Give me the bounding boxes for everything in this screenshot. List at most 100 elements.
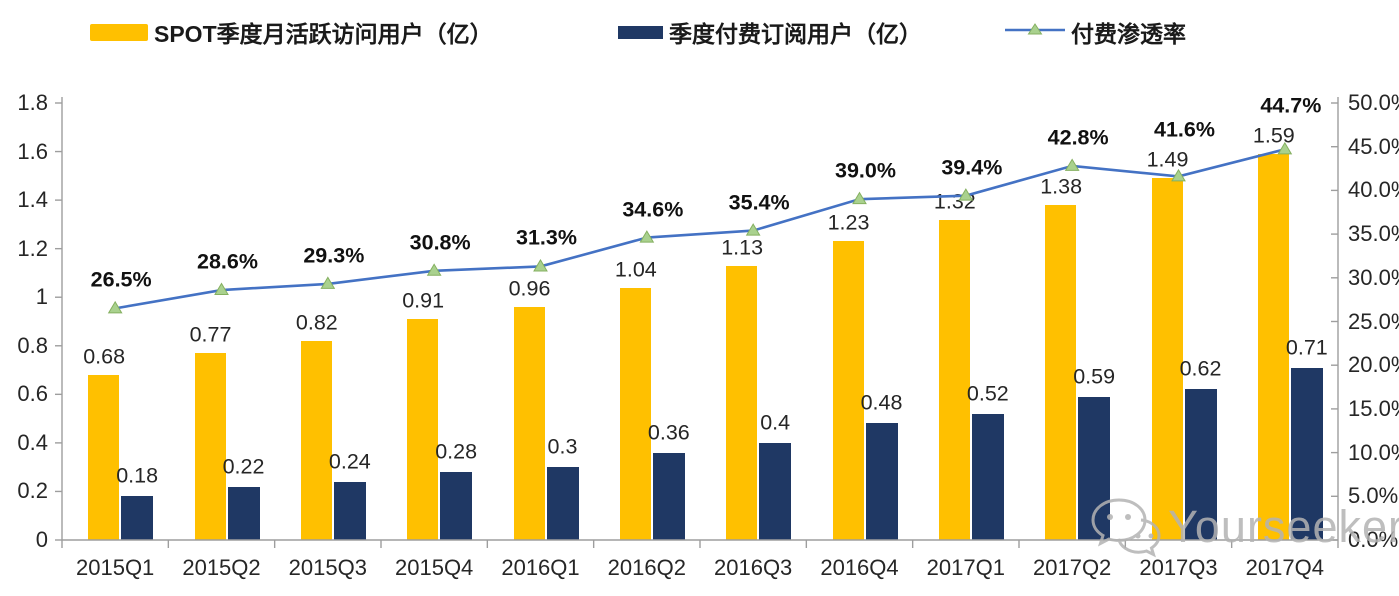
legend-label-mau: SPOT季度月活跃访问用户（亿） [154,21,493,47]
line-marker-triangle [852,191,867,205]
line-marker-triangle [1277,141,1293,155]
bar-label-mau: 0.68 [83,344,126,369]
bar-subscribers [652,452,685,540]
bar-label-mau: 1.59 [1252,123,1295,148]
y-axis-right-tick-label: 5.0% [1348,483,1399,509]
x-axis-category-label: 2016Q2 [607,555,686,580]
bar-subscribers [971,413,1004,540]
x-axis-category-label: 2017Q2 [1033,555,1112,580]
y-axis-right-tick-label: 50.0% [1348,90,1399,115]
y-axis-left-tick-label: 0 [35,527,48,552]
bar-subscribers [440,472,473,540]
bar-label-subscribers: 0.28 [435,439,478,464]
legend-item-mau: SPOT季度月活跃访问用户（亿） [90,14,493,50]
x-axis-category-label: 2015Q1 [76,555,155,580]
legend-item-subscribers: 季度付费订阅用户（亿） [618,14,922,50]
bar-subscribers [865,423,898,540]
bar-subscribers [1184,389,1217,540]
bar-label-mau: 1.38 [1040,174,1083,199]
bar-label-subscribers: 0.36 [647,420,690,445]
bar-label-mau: 0.82 [295,310,338,335]
y-axis-right-tick-label: 10.0% [1348,439,1399,465]
penetration-value-label: 29.3% [303,243,365,268]
line-marker-glyph [1005,22,1065,34]
x-axis-category-label: 2015Q3 [288,555,367,580]
y-axis-left-tick-label: 1 [35,284,48,310]
bar-label-mau: 1.04 [614,257,657,281]
bar-label-mau: 1.32 [933,189,976,214]
bar-mau [619,287,651,540]
y-axis-right-tick-label: 15.0% [1348,395,1399,421]
line-marker-triangle [107,300,123,314]
y-axis-right-tick-label: 20.0% [1348,352,1399,378]
x-axis-category-label: 2016Q3 [714,555,793,580]
line-marker-triangle [1064,158,1080,171]
penetration-value-label: 31.3% [516,225,577,250]
y-axis-right-tick-label: 35.0% [1348,221,1399,247]
bar-label-subscribers: 0.48 [860,390,903,415]
y-axis-right-tick-label: 45.0% [1348,133,1399,159]
bar-label-subscribers: 0.62 [1179,356,1222,381]
penetration-value-label: 26.5% [90,267,152,292]
x-axis-category-label: 2017Q1 [926,555,1005,580]
penetration-value-label: 30.8% [409,230,471,255]
x-axis-category-label: 2016Q1 [501,555,580,580]
y-axis-left-tick-label: 0.4 [17,429,48,455]
y-axis-right-tick-label: 25.0% [1348,308,1399,334]
y-axis-left-tick-label: 0.8 [17,332,48,358]
bar-subscribers [121,496,154,540]
bar-mau [513,306,545,540]
y-axis-right-tick-label: 40.0% [1348,177,1399,203]
x-axis-category-label: 2016Q4 [820,555,899,580]
bar-label-subscribers: 0.4 [760,410,791,435]
penetration-value-label: 34.6% [622,197,684,222]
bar-label-subscribers: 0.59 [1073,364,1116,389]
bar-label-mau: 0.77 [189,322,232,347]
x-axis-category-label: 2015Q2 [182,555,261,580]
bar-label-mau: 1.23 [827,210,870,235]
legend-label-penetration: 付费渗透率 [1071,21,1186,47]
bar-mau [832,241,864,540]
bar-mau [1257,153,1289,540]
bar-subscribers [227,486,260,540]
bar-label-mau: 1.13 [721,235,764,260]
bar-label-mau: 1.49 [1146,147,1189,172]
bar-label-subscribers: 0.18 [116,463,159,488]
y-axis-right-tick-label: 0.0% [1348,527,1399,552]
legend-item-penetration: 付费渗透率 [1005,14,1186,50]
line-marker-triangle [214,282,229,296]
penetration-value-label: 44.7% [1260,93,1322,118]
y-axis-left-tick-label: 1.8 [17,90,48,115]
penetration-value-label: 39.0% [835,158,896,183]
line-marker-triangle [533,258,548,272]
penetration-value-label: 39.4% [941,155,1003,180]
penetration-value-label: 35.4% [728,190,790,215]
y-axis-left-tick-label: 0.2 [17,478,48,504]
bar-subscribers [759,442,792,540]
line-marker-triangle [320,276,336,289]
bar-label-subscribers: 0.3 [547,434,578,459]
bar-mau [1045,204,1077,540]
y-axis-left-tick-label: 1.6 [17,138,48,164]
bar-mau [194,353,226,540]
x-axis-category-label: 2017Q3 [1139,555,1218,580]
bar-subscribers [333,481,366,540]
bar-subscribers [1290,367,1323,540]
mau-bar-swatch-icon [90,23,148,41]
bar-label-subscribers: 0.24 [328,449,371,474]
y-axis-left-tick-label: 1.2 [17,235,48,261]
y-axis-right-tick-label: 30.0% [1348,264,1399,290]
bar-mau [726,265,758,540]
x-axis-category-label: 2017Q4 [1245,555,1324,580]
line-marker-triangle [745,223,761,236]
y-axis-left-tick-label: 1.4 [17,187,48,213]
bar-label-subscribers: 0.22 [222,454,265,479]
penetration-line-swatch-icon [1005,22,1065,43]
bar-label-subscribers: 0.71 [1285,335,1328,360]
bar-mau [938,219,970,540]
line-marker-triangle [1171,168,1186,182]
penetration-line [114,148,1286,310]
subscriber-bar-swatch-icon [618,25,663,39]
